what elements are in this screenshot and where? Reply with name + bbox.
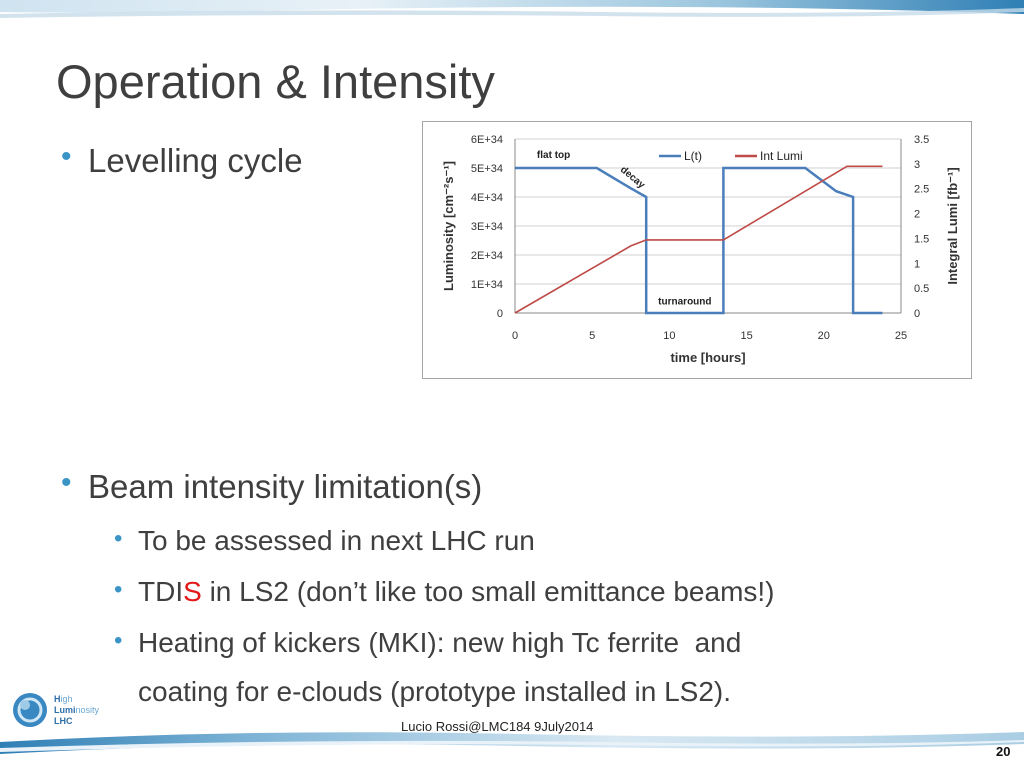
x-tick-label: 0: [512, 330, 518, 342]
x-tick-label: 20: [818, 330, 830, 342]
bullet-text: To be assessed in next LHC run: [138, 525, 535, 556]
bullet-dot-icon: •: [114, 525, 123, 552]
sub-bullet-assessed: • To be assessed in next LHC run: [114, 525, 535, 557]
bullet-text-line1: Heating of kickers (MKI): new high Tc fe…: [138, 627, 742, 658]
legend-label: L(t): [684, 149, 702, 163]
chart-svg: 0 1E+34 2E+34 3E+34 4E+34 5E+34 6E+34 0 0.5 1 1.5 2…: [441, 134, 960, 365]
bullet-dot-icon: •: [61, 466, 72, 499]
bullet-dot-icon: •: [114, 576, 123, 603]
y-axis-label: Luminosity [cm⁻²s⁻¹]: [441, 161, 456, 291]
y-tick-label: 1E+34: [471, 279, 503, 291]
bullet-text-pre: TDI: [138, 576, 184, 607]
logo-word-high: High: [54, 694, 73, 704]
y2-tick-label: 3.5: [914, 134, 929, 146]
bullet-text-highlight: S: [183, 576, 202, 607]
page-number: 20: [996, 744, 1011, 759]
y-tick-label: 2E+34: [471, 250, 503, 262]
y2-tick-label: 2: [914, 209, 920, 221]
chart-series: [514, 165, 883, 315]
y2-tick-label: 0: [914, 308, 920, 320]
x-tick-label: 15: [740, 330, 752, 342]
bullet-text-post: in LS2 (don’t like too small emittance b…: [201, 576, 775, 607]
sub-bullet-heating: • Heating of kickers (MKI): new high Tc …: [114, 627, 742, 659]
bullet-text: Beam intensity limitation(s): [88, 468, 483, 505]
bullet-beam-intensity: • Beam intensity limitation(s): [61, 466, 483, 506]
annotation-flat-top: flat top: [537, 150, 570, 161]
logo-word-lhc: LHC: [54, 716, 73, 726]
sub-bullet-tdis: • TDIS in LS2 (don’t like too small emit…: [114, 576, 775, 608]
logo-word-luminosity: Luminosity: [54, 705, 100, 715]
bullet-dot-icon: •: [114, 627, 123, 654]
y2-axis-label: Integral Lumi [fb⁻¹]: [945, 167, 960, 284]
chart-legend: L(t) Int Lumi: [659, 149, 803, 163]
y-tick-label: 6E+34: [471, 134, 503, 146]
bullet-dot-icon: •: [61, 140, 72, 173]
bottom-decorative-band: [0, 712, 1024, 768]
y2-tick-label: 1: [914, 258, 920, 270]
bullet-text: Levelling cycle: [88, 142, 303, 179]
x-tick-label: 5: [589, 330, 595, 342]
y2-tick-label: 2.5: [914, 184, 929, 196]
series-line-int-lumi: [514, 165, 883, 314]
chart-gridlines: [514, 138, 902, 314]
levelling-cycle-chart: 0 1E+34 2E+34 3E+34 4E+34 5E+34 6E+34 0 0.5 1 1.5 2…: [422, 121, 972, 379]
y2-tick-label: 3: [914, 159, 920, 171]
x-axis-label: time [hours]: [670, 350, 745, 365]
legend-label: Int Lumi: [760, 149, 803, 163]
hl-lhc-logo: High Luminosity LHC: [8, 688, 108, 732]
sub-bullet-heating-continuation: coating for e-clouds (prototype installe…: [138, 676, 731, 708]
bullet-levelling-cycle: • Levelling cycle: [61, 140, 303, 180]
chart-tick-labels: 0 1E+34 2E+34 3E+34 4E+34 5E+34 6E+34 0 0.5 1 1.5 2…: [471, 134, 929, 342]
y-tick-label: 5E+34: [471, 163, 503, 175]
y-tick-label: 3E+34: [471, 221, 503, 233]
bullet-text-line2: coating for e-clouds (prototype installe…: [138, 676, 731, 707]
y-tick-label: 4E+34: [471, 192, 503, 204]
annotation-turnaround: turnaround: [658, 296, 711, 307]
y2-tick-label: 1.5: [914, 233, 929, 245]
y-tick-label: 0: [497, 308, 503, 320]
slide-title: Operation & Intensity: [56, 55, 495, 108]
footer-author-date: Lucio Rossi@LMC184 9July2014: [401, 719, 594, 734]
x-tick-label: 10: [663, 330, 675, 342]
top-decorative-band: [0, 0, 1024, 30]
x-tick-label: 25: [895, 330, 907, 342]
y2-tick-label: 0.5: [914, 283, 929, 295]
